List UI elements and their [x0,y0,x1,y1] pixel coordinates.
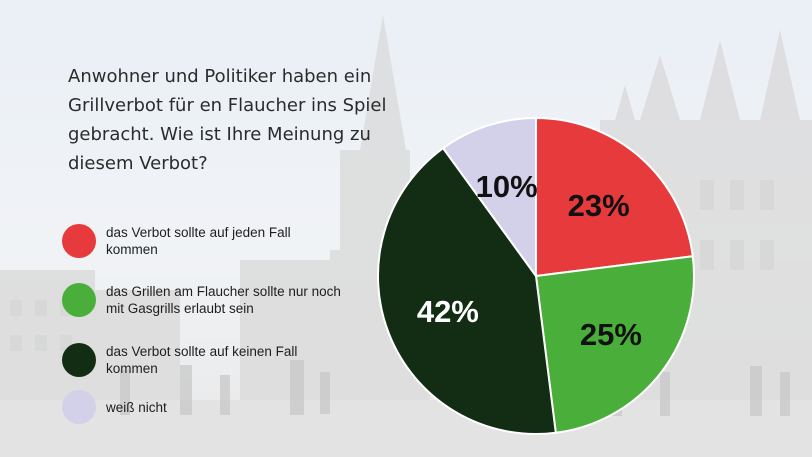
legend-swatch-2 [62,283,96,317]
legend-swatch-3 [62,343,96,377]
legend-swatch-1 [62,224,96,258]
legend-label-3: das Verbot sollte auf keinen Fall kommen [106,344,298,376]
pie-label-weiss-nicht: 10% [476,169,538,204]
pie-slice-verbot-nein [377,146,557,435]
pie-label-gasgrill: 25% [580,317,642,352]
legend-item-1: das Verbot sollte auf jeden Fall kommen [62,224,346,258]
legend-label-4: weiß nicht [106,400,167,415]
legend-item-4: weiß nicht [62,390,346,424]
survey-question: Anwohner und Politiker haben ein Grillve… [68,66,387,174]
legend-swatch-4 [62,390,96,424]
pie-label-verbot-ja: 23% [568,188,630,223]
pie-slice-verbot-ja [535,116,694,278]
legend-label-1: das Verbot sollte auf jeden Fall kommen [106,225,291,257]
pie-slice-gasgrill [534,255,695,434]
pie-label-verbot-nein: 42% [417,294,479,329]
pie-slice-weiss-nicht [441,116,537,280]
legend-item-2: das Grillen am Flaucher sollte nur noch … [62,283,346,317]
legend-item-3: das Verbot sollte auf keinen Fall kommen [62,343,346,377]
legend-label-2: das Grillen am Flaucher sollte nur noch … [106,284,341,316]
